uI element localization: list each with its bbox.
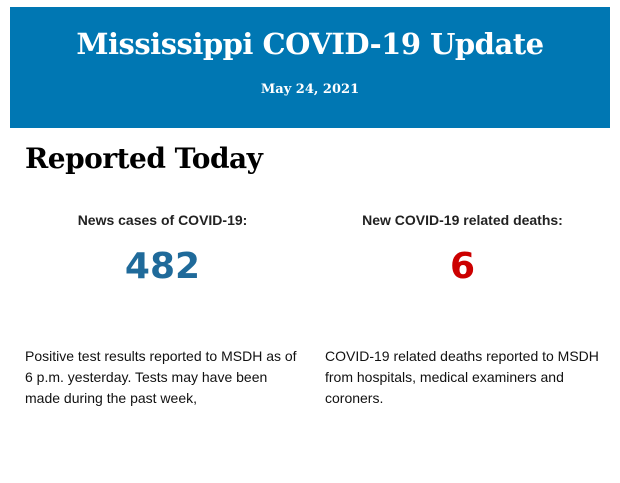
new-cases-stat: News cases of COVID-19: 482: [25, 212, 300, 287]
page-title: Mississippi COVID-19 Update: [76, 27, 544, 61]
section-heading: Reported Today: [25, 142, 263, 175]
new-deaths-stat: New COVID-19 related deaths: 6: [325, 212, 600, 287]
header-banner: Mississippi COVID-19 Update May 24, 2021: [10, 7, 610, 128]
new-deaths-value: 6: [449, 246, 476, 287]
new-cases-description: Positive test results reported to MSDH a…: [25, 348, 297, 406]
new-cases-label: News cases of COVID-19:: [77, 212, 248, 228]
new-deaths-description: COVID-19 related deaths reported to MSDH…: [325, 348, 599, 406]
update-date: May 24, 2021: [260, 82, 360, 97]
new-deaths-label: New COVID-19 related deaths:: [362, 212, 563, 228]
new-cases-value: 482: [124, 246, 201, 287]
